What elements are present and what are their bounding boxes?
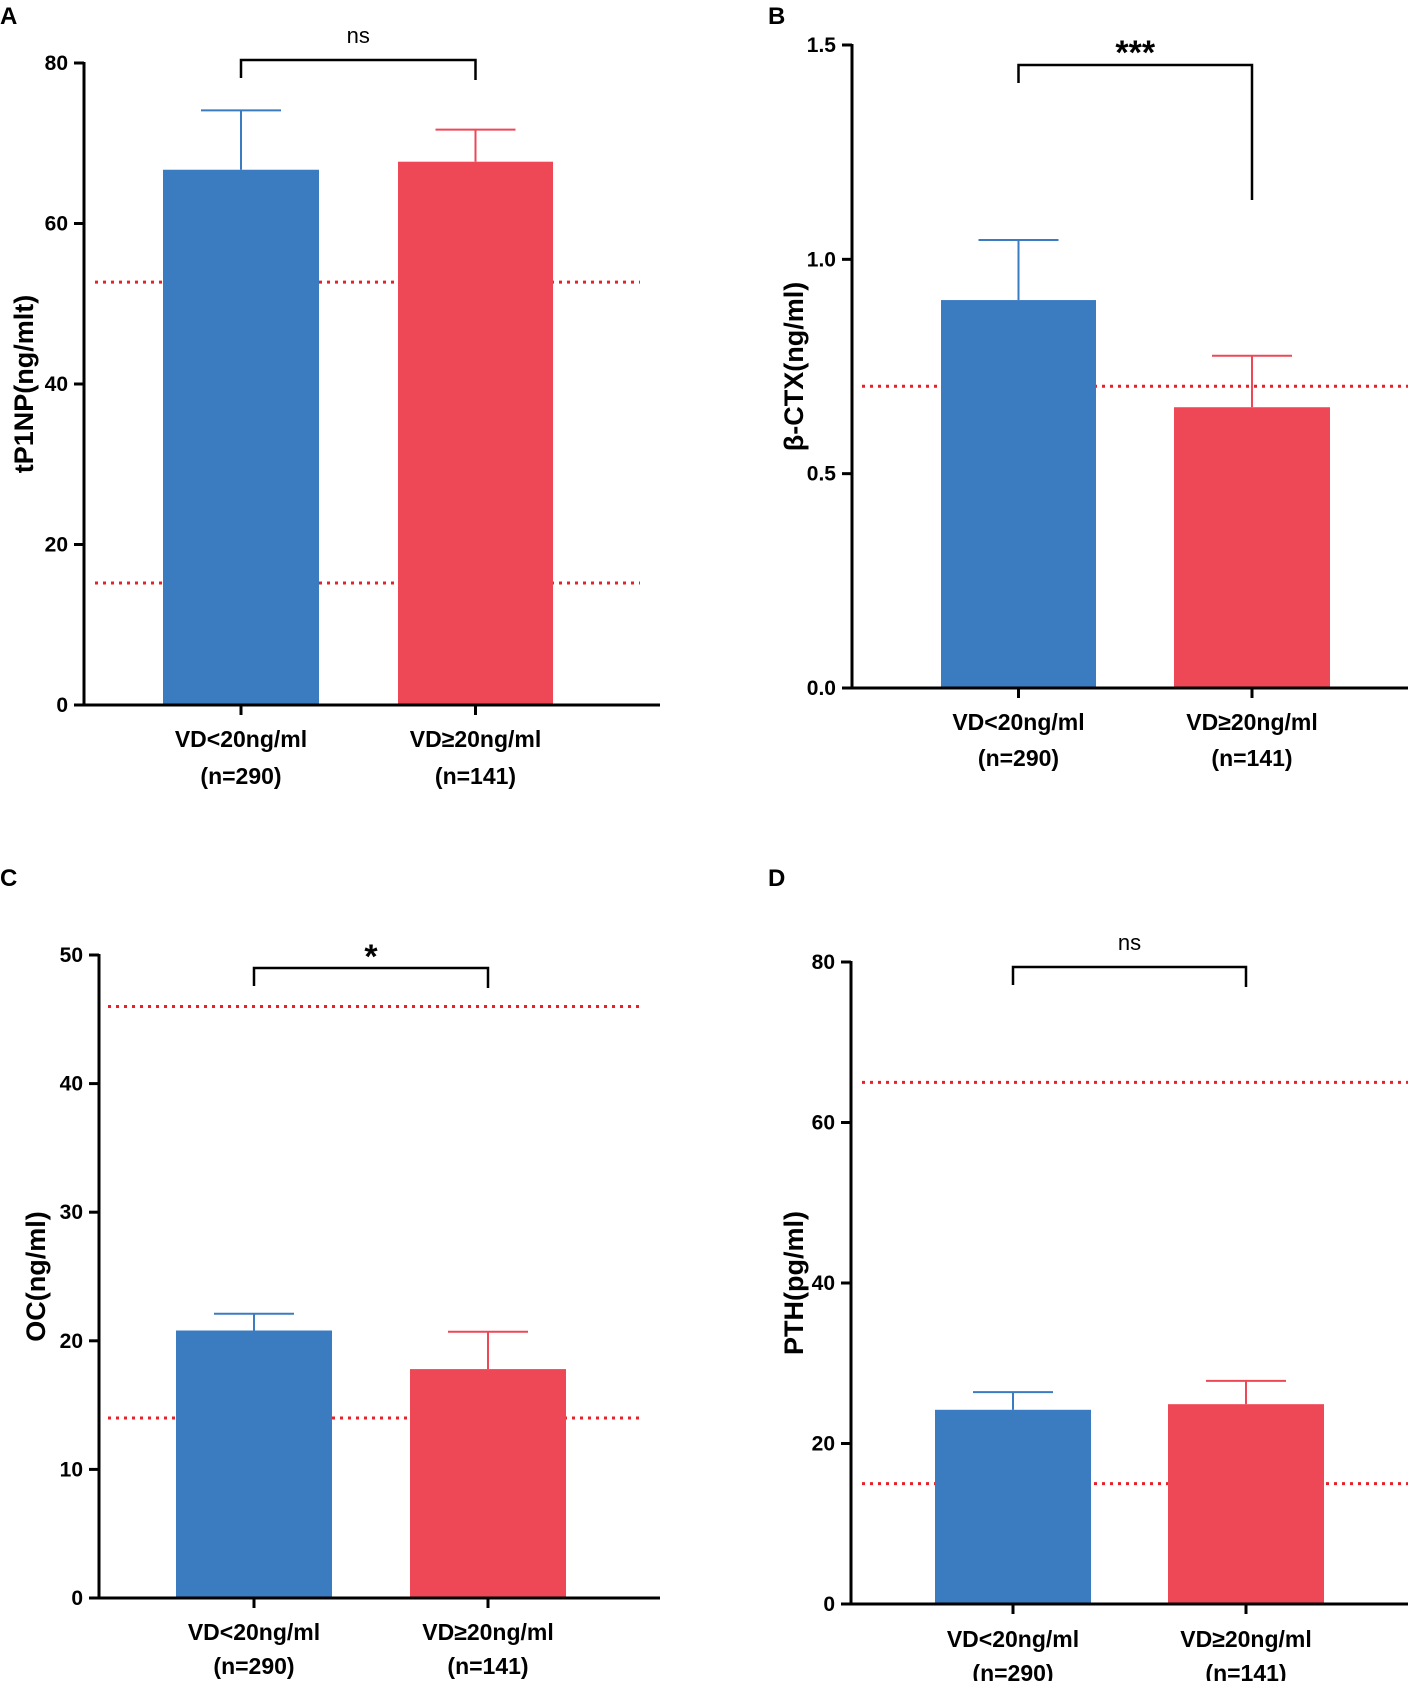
significance-bracket bbox=[1017, 63, 1254, 200]
category-label: VD<20ng/ml bbox=[947, 1626, 1079, 1652]
significance-label: ns bbox=[347, 23, 370, 48]
y-tick-label: 10 bbox=[60, 1458, 83, 1481]
category-count-label: (n=141) bbox=[447, 1653, 528, 1679]
y-tick-label: 40 bbox=[60, 1073, 83, 1096]
y-tick-label: 0.5 bbox=[807, 463, 837, 486]
bar bbox=[935, 1409, 1091, 1604]
y-tick-label: 60 bbox=[45, 213, 68, 236]
panel-d: D 0 20 40 60 80 PTH(pg/ml) VD<20ng/ml (n=290) VD≥… bbox=[768, 865, 1408, 1681]
y-axis-label: PTH(pg/ml) bbox=[779, 1211, 809, 1355]
y-tick-label: 0 bbox=[823, 1593, 835, 1616]
y-tick-label: 1.0 bbox=[807, 248, 836, 271]
y-tick-label: 0.0 bbox=[807, 677, 836, 700]
category-count-label: (n=290) bbox=[213, 1653, 294, 1679]
category-count-label: (n=141) bbox=[1205, 1660, 1286, 1681]
bar bbox=[1168, 1404, 1324, 1604]
significance-bracket bbox=[252, 966, 490, 988]
y-tick-label: 80 bbox=[45, 52, 68, 75]
category-label: VD<20ng/ml bbox=[952, 709, 1084, 735]
significance-bracket bbox=[1011, 965, 1248, 987]
panel-c: C 0 10 20 30 40 50 OC(ng/ml) VD<20ng/ml (n=290) VD… bbox=[0, 865, 660, 1679]
panel-letter: C bbox=[0, 865, 17, 892]
y-axis-label: β-CTX(ng/ml) bbox=[779, 282, 809, 451]
bar bbox=[1174, 407, 1330, 688]
significance-bracket bbox=[239, 58, 477, 80]
panel-letter: A bbox=[0, 3, 17, 30]
panel-letter: D bbox=[768, 865, 785, 892]
panel-b: B 0.0 0.5 1.0 1.5 β-CTX(ng/ml) VD<20ng/ml (n=29… bbox=[768, 3, 1408, 771]
significance-label: *** bbox=[1115, 34, 1155, 72]
y-tick-label: 20 bbox=[45, 534, 68, 557]
category-count-label: (n=290) bbox=[200, 763, 281, 789]
y-tick-label: 20 bbox=[812, 1433, 835, 1456]
y-tick-label: 40 bbox=[45, 373, 68, 396]
panel-a: A 0 20 40 60 80 tP1NP(ng/mlt) VD<20ng/ml (n=290)… bbox=[0, 3, 660, 789]
category-label: VD≥20ng/ml bbox=[1180, 1626, 1312, 1652]
y-tick-label: 50 bbox=[60, 944, 83, 967]
category-label: VD≥20ng/ml bbox=[410, 726, 542, 752]
y-tick-label: 0 bbox=[71, 1587, 83, 1610]
y-tick-label: 20 bbox=[60, 1330, 83, 1353]
bar bbox=[410, 1369, 566, 1598]
y-tick-label: 40 bbox=[812, 1272, 835, 1295]
category-count-label: (n=290) bbox=[972, 1660, 1053, 1681]
significance-label: * bbox=[364, 938, 378, 976]
category-count-label: (n=290) bbox=[978, 745, 1059, 771]
category-count-label: (n=141) bbox=[1211, 745, 1292, 771]
panel-letter: B bbox=[768, 3, 785, 30]
bar bbox=[176, 1330, 332, 1598]
category-count-label: (n=141) bbox=[435, 763, 516, 789]
y-tick-label: 30 bbox=[60, 1201, 83, 1224]
category-label: VD<20ng/ml bbox=[188, 1619, 320, 1645]
y-tick-label: 1.5 bbox=[807, 34, 837, 57]
bar bbox=[941, 300, 1096, 688]
significance-label: ns bbox=[1118, 930, 1141, 955]
y-axis-label: tP1NP(ng/mlt) bbox=[9, 295, 39, 474]
y-tick-label: 0 bbox=[56, 694, 68, 717]
y-tick-label: 60 bbox=[812, 1112, 835, 1135]
bar bbox=[398, 161, 553, 705]
category-label: VD≥20ng/ml bbox=[1186, 709, 1318, 735]
category-label: VD≥20ng/ml bbox=[422, 1619, 554, 1645]
y-axis-label: OC(ng/ml) bbox=[21, 1211, 51, 1341]
category-label: VD<20ng/ml bbox=[175, 726, 307, 752]
bar bbox=[163, 169, 319, 706]
y-tick-label: 80 bbox=[812, 951, 835, 974]
